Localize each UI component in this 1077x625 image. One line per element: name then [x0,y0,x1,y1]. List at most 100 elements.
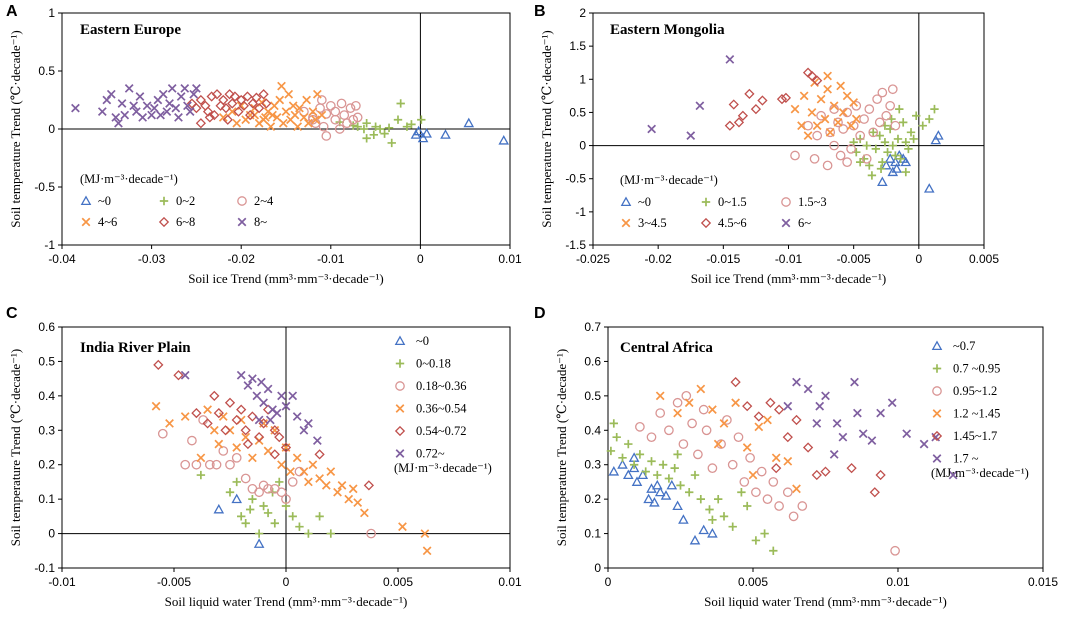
data-point [896,154,905,164]
data-point [196,453,206,463]
y-tick-label: 0.6 [38,320,55,334]
series-4 [186,89,272,129]
y-tick-label: 0.2 [584,492,601,506]
data-point [165,419,174,428]
data-point [247,411,258,422]
data-point [192,84,201,93]
data-point [816,94,826,104]
data-point [858,429,868,439]
data-point [135,92,145,101]
data-point [281,107,291,116]
x-tick-label: 0.005 [738,575,768,589]
data-point [268,110,277,120]
data-point [822,160,833,171]
data-point [797,121,806,131]
data-point [248,494,257,504]
data-point [821,391,830,401]
panel-letter: B [534,3,546,20]
data-point [875,469,886,481]
data-point [687,418,697,429]
data-point [782,432,793,443]
data-point [708,515,717,524]
data-point [606,446,616,456]
data-point [647,457,656,466]
legend-marker [395,449,405,458]
data-point [180,370,190,380]
data-point [384,123,394,133]
series-0 [213,493,265,548]
data-point [859,114,869,124]
legend-marker [781,197,791,207]
data-point [733,432,744,443]
data-point [891,151,900,160]
data-point [225,459,235,470]
data-point [791,414,802,426]
legend-marker [931,430,943,442]
data-point [670,463,679,473]
data-point [722,415,732,425]
data-point [765,397,776,408]
data-point [398,522,407,532]
data-point [417,115,426,124]
data-point [867,436,877,445]
data-point [727,459,738,470]
data-point [299,106,309,117]
panel-b: -0.025 -0.02 -0.015 -0.01 -0.005 0 0.005 -1.5 -1… [534,3,999,286]
data-point [733,117,745,128]
data-point [204,112,215,123]
data-point [846,121,856,131]
data-point [743,501,752,511]
data-point [829,101,839,111]
data-point [422,546,432,556]
data-point [628,462,640,473]
data-point [820,466,831,477]
data-point [861,153,872,164]
data-point [167,84,177,93]
series-1 [606,419,778,555]
data-point [420,529,430,538]
x-tick-label: -0.005 [837,252,871,266]
data-point [788,511,799,522]
y-tick-label: 0.3 [38,423,55,437]
data-point [842,157,853,167]
legend-label: 3~4.5 [638,216,667,230]
legend-label: 0.7 ~0.95 [953,362,1000,376]
data-point [363,480,374,491]
data-point [308,460,318,470]
panel-letter: C [6,305,18,322]
data-point [149,103,159,113]
data-point [838,124,849,134]
y-tick-label: 0.5 [38,354,55,368]
data-point [719,419,729,428]
data-point [165,99,174,108]
data-point [254,487,264,498]
data-point [295,103,304,113]
legend-label: 0.54~0.72 [416,424,467,438]
data-point [790,104,800,114]
data-point [396,99,405,108]
panel-c: -0.01 -0.005 0 0.005 0.01 -0.1 0 0.1 0.2 0.3 0.4 0.… [6,305,522,609]
data-point [259,501,268,511]
y-tick-label: 0.5 [569,105,586,119]
data-point [696,384,706,394]
data-point [293,122,303,132]
data-point [624,439,633,449]
data-point [371,122,380,131]
data-point [799,91,809,101]
legend-label: ~0 [638,195,651,209]
legend-title: (MJ·m⁻³·decade⁻¹) [931,466,1029,480]
y-tick-label: -1 [44,238,55,252]
data-point [809,153,820,164]
region-title: Eastern Europe [80,22,181,38]
data-point [832,419,842,428]
data-point [763,415,772,425]
data-point [294,466,305,477]
data-point [312,89,322,99]
y-tick-label: 0.6 [584,354,601,368]
data-point [820,114,830,124]
data-point [259,115,268,125]
data-point [308,107,318,116]
data-point [183,101,192,111]
data-point [853,408,862,418]
legend-marker [621,218,631,228]
